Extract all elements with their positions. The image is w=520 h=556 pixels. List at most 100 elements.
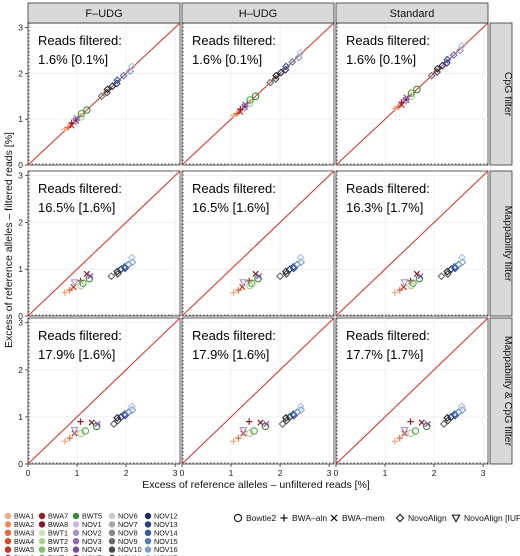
x-tick-label: 2 [432,468,437,478]
data-point-nov14 [443,55,452,64]
x-tick-label: 3 [327,468,332,478]
row-strip-background [489,170,513,317]
legend-swatch [4,512,12,520]
x-tick-label: 0 [334,468,339,478]
column-strip-2: H–UDG [181,2,335,24]
legend-sample-label: NOV10 [118,545,142,554]
legend-sample-nov8: NOV8 [108,528,138,537]
legend-shape-icon [451,514,461,523]
data-point-bwt4 [250,427,258,435]
legend-swatch [4,546,12,553]
legend-swatch [144,529,152,536]
legend-swatch [4,521,12,528]
data-point-bwt2 [407,281,415,290]
data-point-bwa3 [235,287,242,294]
data-point-nov4 [87,273,94,280]
x-tick-label: 2 [124,468,129,478]
legend-aligner-2: BWA–aln [280,513,327,523]
data-point-nov2 [70,426,79,435]
legend-sample-nov15: NOV15 [144,537,178,546]
identity-line [335,22,489,166]
data-point-bwt2 [77,429,85,438]
data-point-nov11 [281,413,290,422]
data-point-nov9 [278,419,287,428]
column-strip-label: F–UDG [85,8,122,20]
legend-sample-label: BWT4 [48,554,68,556]
column-strip-background [27,2,181,24]
legend-swatch [144,512,152,520]
reads-filtered-title: Reads filtered: [38,33,122,48]
legend-sample-label: NOV16 [154,545,178,554]
column-strip-label: Standard [390,8,435,20]
y-tick-label: 1 [18,412,23,422]
row-strip-label: Mappability & CpG filter [502,336,514,447]
data-point-bwa3 [235,434,242,442]
row-strip-background [489,317,513,465]
column-strip-label: H–UDG [239,8,278,20]
legend-sample-nov13: NOV13 [144,520,178,529]
panel-r1-c1: Reads filtered: 1.6% [0.1%] 0 1 2 3 [18,23,181,170]
legend-sample-label: NOV14 [154,528,178,537]
data-point-nov4 [255,273,263,280]
legend-sample-label: BWA4 [14,537,34,546]
legend-sample-nov2: NOV2 [72,528,102,537]
data-point-nov4 [242,101,249,108]
y-tick-label: 1 [18,264,23,274]
row-strip-background [489,22,513,166]
legend-sample-label: BWA7 [48,512,68,521]
legend-swatch [4,538,12,545]
legend-sample-label: NOV12 [154,512,178,521]
data-point-bwt4 [81,427,90,435]
data-point-nov15 [288,57,297,66]
legend-sample-label: BWT1 [48,528,68,537]
identity-line [335,317,489,465]
data-point-nov11 [443,413,452,422]
legend-swatch [72,546,80,553]
row-strip-1: CpG filter [489,22,514,166]
data-point-nov14 [113,76,122,85]
data-point-bwt4 [411,427,420,435]
legend-sample-nov10: NOV10 [108,545,142,554]
data-point-nov9 [427,71,436,80]
legend-sample-label: NOV11 [118,554,141,556]
data-point-bwt4 [247,279,256,288]
data-point-bwa3 [396,434,403,442]
legend-sample-nov16: NOV16 [144,545,178,554]
legend-sample-label: NOV9 [118,537,138,546]
legend-swatch [4,529,12,536]
legend-aligner-5: NovoAlign [IUPAC] [451,513,520,523]
reads-filtered-title: Reads filtered: [192,33,276,48]
data-point-bwt2 [245,429,254,438]
reads-filtered-value: 17.7% [1.7%] [346,347,423,362]
data-point-nov4 [94,420,101,428]
data-point-bwa1 [230,438,237,445]
reads-filtered-value: 16.5% [1.6%] [38,200,115,215]
data-point-bwa5 [400,283,407,291]
legend-swatch [72,521,80,528]
legend-shape-icon [330,514,338,522]
y-tick-label: 0 [18,459,23,469]
row-strip-label: Mappability filter [502,206,514,282]
data-point-bwt5 [413,85,421,94]
identity-line [335,170,489,317]
legend-swatch [144,546,152,553]
legend-sample-nov7: NOV7 [108,520,138,529]
y-axis-label: Excess of reference alleles – filtered r… [3,132,15,348]
data-point-nov9 [97,92,106,101]
legend-aligner-label: BWA–aln [292,513,327,523]
facet-strips: F–UDG H–UDG Standard CpG filter Mappability … [27,2,514,465]
legend-swatch [38,512,46,520]
legend-sample-label: NOV2 [82,528,102,537]
legend-sample-label: NOV6 [118,512,138,521]
column-strip-background [181,2,335,24]
legend-sample-bwa4: BWA4 [4,537,34,546]
legend-sample-bwa1: BWA1 [4,512,34,521]
data-point-nov17 [127,62,136,71]
x-tick-label: 1 [75,468,80,478]
legend-sample-colors: BWA1BWA2BWA3BWA4BWA5BWA6 BWA7BWA8BWT1BWT2… [4,512,178,556]
legend-sample-label: BWA2 [14,520,34,529]
legend-aligner-1: Bowtie2 [233,513,277,523]
legend-sample-label: NOV3 [82,537,102,546]
data-point-nov17 [296,253,305,262]
legend-swatch [72,512,80,520]
